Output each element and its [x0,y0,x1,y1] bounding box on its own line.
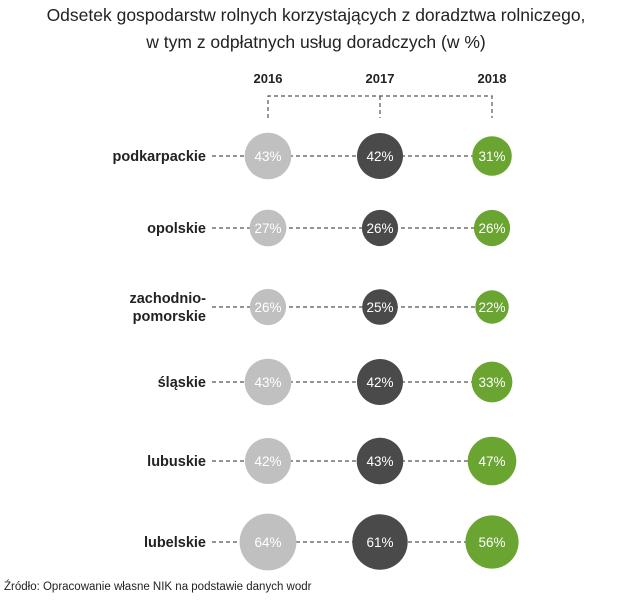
bubble-2017 [352,514,408,570]
bubble-value-label: 26% [478,221,505,236]
bubble-value-label: 33% [478,375,505,390]
column-header-2018: 2018 [478,71,507,86]
bubble-2018 [475,290,509,324]
bubble-2016 [249,288,287,326]
bubble-2018 [467,436,517,486]
row-label: pomorskie [133,309,206,325]
bubble-2016 [245,438,291,484]
bubble-2016 [249,209,287,247]
row-label: opolskie [147,221,206,237]
chart-title: Odsetek gospodarstw rolnych korzystający… [0,2,632,56]
bubble-2017 [357,359,403,405]
bubble-2016 [244,358,292,406]
bubble-value-label: 26% [366,221,393,236]
bubble-value-label: 26% [254,300,281,315]
bubble-value-label: 61% [366,535,393,550]
bubble-2017 [356,437,404,485]
bubble-2018 [471,361,513,403]
bubble-2017 [361,209,399,247]
bubble-value-label: 47% [478,454,505,469]
bubble-value-label: 42% [254,454,281,469]
bubble-value-label: 31% [478,149,505,164]
bubble-value-label: 43% [254,375,281,390]
source-note: Źródło: Opracowanie własne NIK na podsta… [4,581,312,593]
bubble-2017 [362,289,398,325]
bubble-value-label: 42% [366,375,393,390]
bubble-value-label: 43% [254,149,281,164]
row-label: zachodnio- [129,291,206,307]
row-label: lubelskie [144,535,206,551]
bubble-2016 [244,132,292,180]
column-header-2016: 2016 [254,71,283,86]
row-label: podkarpackie [113,149,207,165]
bubble-value-label: 25% [366,300,393,315]
bubble-2018 [465,515,519,569]
bubble-2018 [473,209,511,247]
bubble-2018 [472,136,512,176]
bubble-value-label: 27% [254,221,281,236]
bubble-value-label: 22% [478,300,505,315]
bubble-2016 [239,513,297,571]
row-label: lubuskie [147,454,206,470]
bubble-value-label: 56% [478,535,505,550]
bubble-value-label: 42% [366,149,393,164]
chart-title-line-2: w tym z odpłatnych usług doradczych (w %… [146,32,486,52]
column-header-2017: 2017 [366,71,395,86]
bubble-value-label: 64% [254,535,281,550]
chart-title-line-1: Odsetek gospodarstw rolnych korzystający… [46,5,586,25]
bubble-2017 [357,133,403,179]
row-label: śląskie [158,375,206,391]
bubble-value-label: 43% [366,454,393,469]
